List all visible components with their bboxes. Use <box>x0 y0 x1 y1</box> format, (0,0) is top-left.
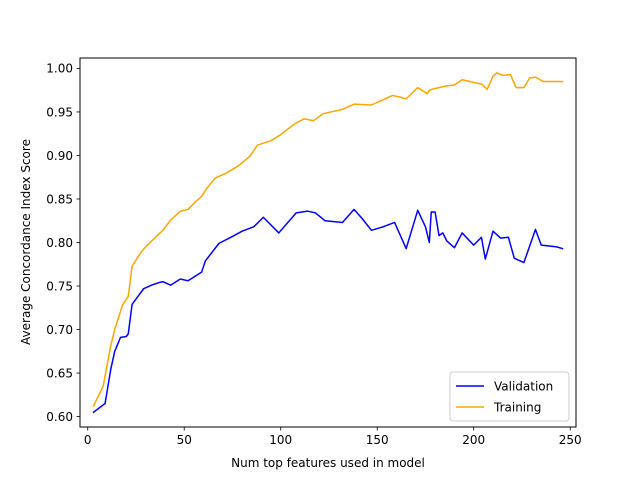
x-tick-label: 150 <box>366 433 389 447</box>
series-layer <box>92 72 564 414</box>
x-axis-label: Num top features used in model <box>231 456 425 470</box>
y-tick-label: 0.95 <box>46 105 73 119</box>
x-axis-ticks: 0 50 100 150 200 250 <box>84 427 582 447</box>
y-tick-label: 0.90 <box>46 149 73 163</box>
x-tick-label: 200 <box>462 433 485 447</box>
series-line-training <box>92 72 564 408</box>
y-tick-label: 0.70 <box>46 323 73 337</box>
y-tick-label: 1.00 <box>46 62 73 76</box>
y-tick-label: 0.65 <box>46 366 73 380</box>
y-tick-label: 0.80 <box>46 236 73 250</box>
x-tick-label: 100 <box>269 433 292 447</box>
y-tick-label: 0.60 <box>46 410 73 424</box>
legend-box <box>449 371 570 422</box>
legend-label-validation: Validation <box>494 380 553 394</box>
x-tick-label: 0 <box>84 433 92 447</box>
y-axis-ticks: 0.60 0.65 0.70 0.75 0.80 0.85 0.90 0.95 1.00 <box>46 62 80 424</box>
legend: Validation Training <box>449 371 570 422</box>
y-axis-label: Average Concordance Index Score <box>19 139 33 345</box>
y-tick-label: 0.85 <box>46 192 73 206</box>
x-tick-label: 50 <box>177 433 192 447</box>
legend-label-training: Training <box>493 401 541 415</box>
y-tick-label: 0.75 <box>46 279 73 293</box>
series-line-validation <box>92 208 564 414</box>
x-tick-label: 250 <box>559 433 582 447</box>
